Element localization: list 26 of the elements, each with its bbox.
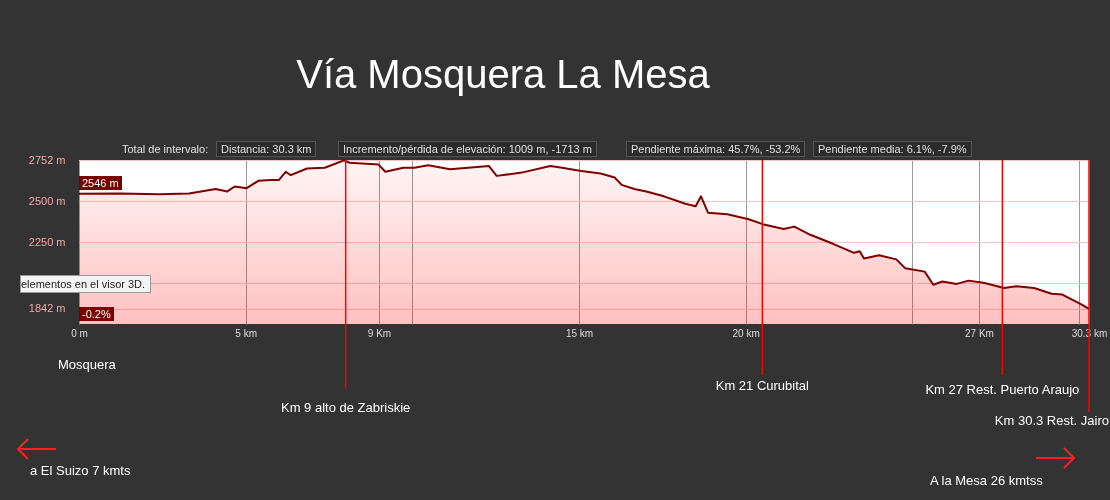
y-tick-label: 2250 m — [28, 235, 66, 248]
text: Incremento/pérdida de elevación: 1009 m, -1713 m — [338, 141, 597, 157]
y-tick-label: 2752 m — [28, 153, 66, 166]
annotation: elementos en el visor 3D. — [20, 275, 152, 293]
text: Mosquera — [58, 357, 116, 372]
x-tick-label: 20 km — [732, 327, 760, 339]
ref-line-label: Km 27 Rest. Puerto Araujo — [925, 382, 1080, 397]
text: a El Suizo 7 kmts — [30, 463, 131, 478]
x-tick-label: 9 Km — [367, 327, 392, 339]
y-tick-label: 2500 m — [28, 194, 66, 207]
ref-line-label: Km 9 alto de Zabriskie — [280, 400, 411, 415]
x-tick-label: 15 km — [565, 327, 594, 339]
ref-line-label: Km 21 Curubital — [715, 378, 810, 393]
annotation: -0.2% — [79, 307, 114, 321]
ref-line-label: Km 30.3 Rest. Jairo — [994, 413, 1109, 428]
text: Total de intervalo: — [122, 143, 209, 155]
annotation: 2546 m — [79, 176, 122, 190]
text: Pendiente media: 6.1%, -7.9% — [813, 141, 972, 157]
y-tick-label: 1842 m — [28, 302, 66, 315]
x-tick-label: 27 Km — [965, 327, 994, 339]
x-tick-label: 5 km — [235, 327, 257, 339]
text: A la Mesa 26 kmtss — [930, 473, 1043, 488]
x-tick-label: 0 m — [71, 327, 88, 339]
text: Distancia: 30.3 km — [216, 141, 317, 157]
chart-title: Vía Mosquera La Mesa — [295, 52, 711, 97]
text: Pendiente máxima: 45.7%, -53.2% — [626, 141, 806, 157]
